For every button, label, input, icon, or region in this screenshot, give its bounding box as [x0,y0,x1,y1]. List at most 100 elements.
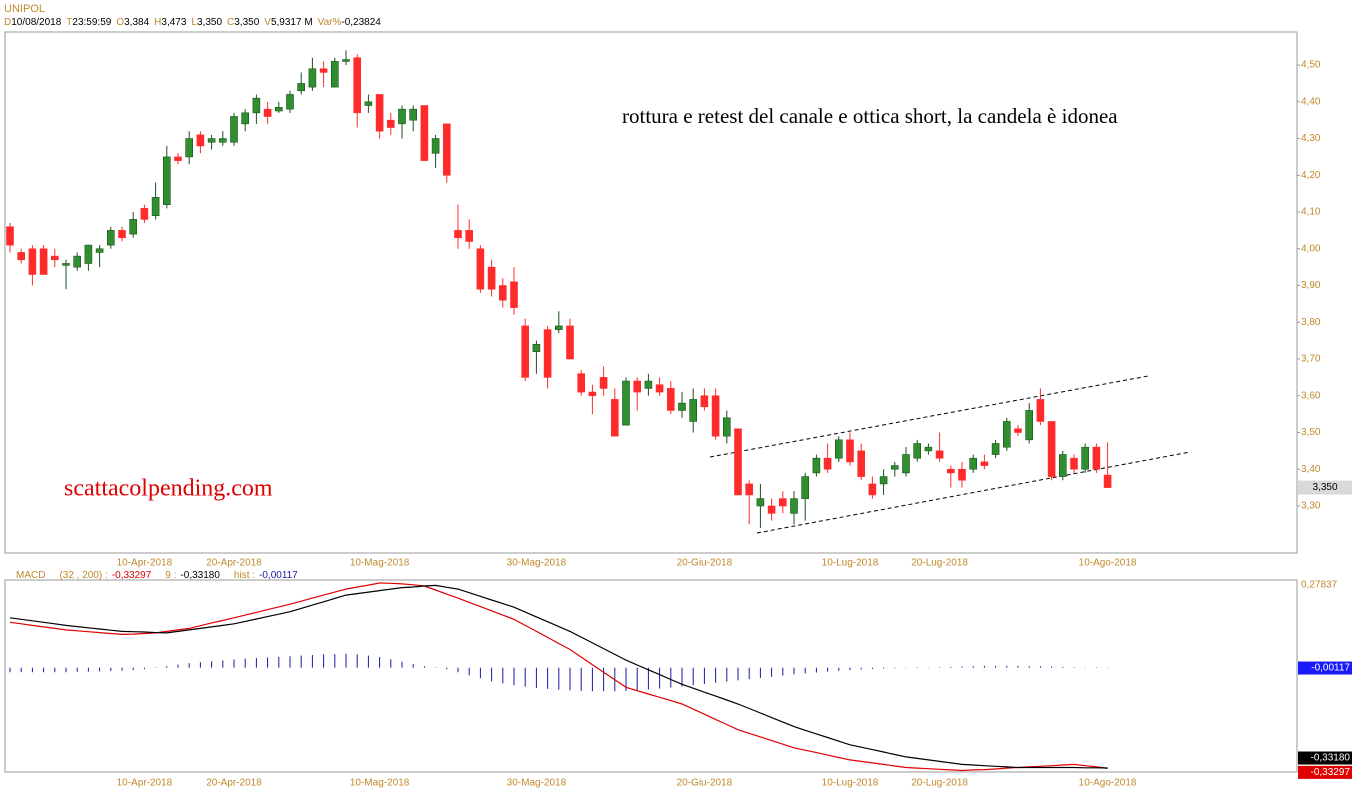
candle-body [913,443,922,459]
info-key: Var% [318,17,342,28]
candle-body [711,395,720,437]
candle-body [980,461,989,466]
candle-body [454,230,462,239]
candle-body [801,476,810,499]
candle-body [756,498,765,507]
candle-body [857,450,866,477]
candle-body [1036,399,1045,422]
info-value: 10/08/2018 [11,17,61,28]
candle-body [554,325,563,330]
info-key: V [264,17,271,28]
candle-body [308,68,317,88]
candle-body [431,138,440,154]
candle-body [823,457,832,470]
x-tick-label: 10-Ago-2018 [1079,778,1137,789]
candle-body [442,123,451,176]
y-tick-label: 3,90 [1301,280,1321,291]
info-value: 3,384 [124,17,149,28]
candle-body [185,138,193,158]
candle-body [958,468,966,481]
candle-body [297,83,306,92]
candle-body [487,266,496,290]
candle-body [700,395,709,408]
candle-body [778,498,787,507]
candle-body [1059,454,1067,477]
candle-body [1081,446,1089,470]
candle-body [1002,421,1011,448]
candle-body [745,483,754,496]
candle-body [689,399,698,422]
candle-body [386,119,395,128]
last-price-tag [1298,480,1352,495]
candle-body [599,377,608,389]
candle-body [252,97,261,114]
candle-body [510,281,518,308]
value-tag-label: -0,33297 [1311,767,1351,778]
max-label: 0,27837 [1301,580,1338,591]
channel-upper [709,375,1149,458]
candle-body [566,325,574,360]
candle-body [330,61,339,88]
candle-body [577,373,586,393]
candle-body [84,244,93,264]
macd-key: hist : [234,570,255,581]
macd-title: MACD [16,570,45,581]
info-key: T [66,17,72,28]
y-tick-label: 3,70 [1301,354,1321,365]
macd-value: -0,33180 [180,570,220,581]
candle-body [319,68,328,73]
candle-body [812,457,821,474]
price-panel [4,31,1298,554]
candle-body [6,226,14,246]
x-tick-label: 10-Lug-2018 [822,778,879,789]
y-tick-label: 4,40 [1301,96,1321,107]
annotation: rottura e retest del canale e ottica sho… [622,104,1118,128]
candle-body [1047,421,1056,477]
candle-body [655,384,664,393]
candle-body [107,230,115,246]
candle-body [722,417,731,437]
candle-body [196,134,205,147]
x-tick-label: 20-Apr-2018 [206,558,262,569]
candle-body [465,230,474,242]
info-value: 3,350 [197,17,222,28]
candle-body [50,255,59,261]
last-price-label: 3,350 [1312,482,1337,493]
macd-key: 9 : [165,570,176,581]
candle-body [1070,457,1078,470]
candle-body [353,57,362,114]
candle-body [342,59,350,62]
candle-body [28,248,37,275]
y-tick-label: 4,00 [1301,243,1321,254]
candle-body [935,450,944,459]
candle-body [969,457,978,470]
macd-line [9,582,1108,772]
info-value: 5,9317 M [271,17,313,28]
candle-body [420,105,429,161]
candle-body [476,248,485,290]
value-tag [1298,765,1352,779]
candle-body [868,483,877,496]
info-value: 3,473 [161,17,186,28]
candle-body [924,446,933,452]
candle-body [62,263,70,266]
candle-body [174,156,182,161]
x-tick-label: 10-Ago-2018 [1079,558,1137,569]
candle-body [286,94,294,110]
candle-body [846,439,854,463]
info-key: O [116,17,124,28]
candle-body [163,156,171,205]
candle-body [498,285,507,301]
annotation: scattacolpending.com [64,476,273,502]
candle-body [409,108,418,121]
x-tick-label: 20-Lug-2018 [911,558,968,569]
candle-body [633,380,642,393]
macd-panel [4,579,1298,773]
candle-body [219,138,227,143]
x-tick-label: 20-Giu-2018 [677,778,733,789]
candle-body [95,248,104,253]
candle-body [129,219,137,235]
y-tick-label: 4,10 [1301,207,1321,218]
info-key: C [227,17,234,28]
x-tick-label: 20-Lug-2018 [911,778,968,789]
